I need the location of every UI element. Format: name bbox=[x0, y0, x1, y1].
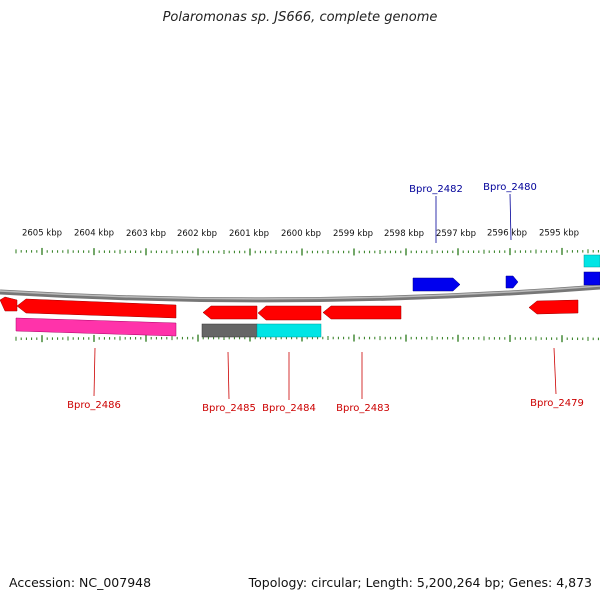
gene-bpro-2479[interactable] bbox=[528, 299, 579, 315]
ruler-label: 2596 kbp bbox=[487, 229, 527, 239]
gene-magenta-bpro-2486[interactable] bbox=[15, 317, 177, 337]
ruler-label: 2602 kbp bbox=[177, 229, 217, 239]
gene-bpro-2485[interactable] bbox=[202, 305, 258, 320]
ruler-ticks-top bbox=[15, 247, 599, 256]
gene-blue-edge[interactable] bbox=[583, 271, 600, 286]
genome-backbone bbox=[0, 284, 600, 303]
gene-bpro-2480[interactable] bbox=[505, 275, 519, 289]
ruler-label: 2603 kbp bbox=[126, 229, 166, 239]
ruler-labels: 2605 kbp 2604 kbp 2603 kbp 2602 kbp 2601 kbp… bbox=[22, 228, 579, 239]
map-title: Polaromonas sp. JS666, complete genome bbox=[162, 10, 438, 25]
gene-cyan-edge-top[interactable] bbox=[583, 254, 600, 268]
gene-red-edge-left[interactable] bbox=[0, 296, 18, 312]
label-bpro-2483[interactable]: Bpro_2483 bbox=[336, 403, 390, 414]
leader-bpro-2486 bbox=[93, 347, 96, 397]
ruler-label: 2601 kbp bbox=[229, 229, 269, 239]
accession-text: Accession: NC_007948 bbox=[9, 575, 152, 590]
ruler-label: 2604 kbp bbox=[74, 229, 114, 239]
ruler-label: 2595 kbp bbox=[539, 228, 579, 238]
gene-gray-bpro-2485[interactable] bbox=[201, 323, 258, 338]
label-bpro-2484[interactable]: Bpro_2484 bbox=[262, 403, 316, 414]
label-bpro-2480[interactable]: Bpro_2480 bbox=[483, 182, 537, 193]
ruler-label: 2600 kbp bbox=[281, 229, 321, 239]
gene-bpro-2483[interactable] bbox=[322, 305, 402, 320]
gene-bpro-2482[interactable] bbox=[412, 277, 461, 292]
ruler-label: 2605 kbp bbox=[22, 228, 62, 238]
ruler-label: 2598 kbp bbox=[384, 229, 424, 239]
genome-summary-text: Topology: circular; Length: 5,200,264 bp… bbox=[248, 575, 592, 590]
label-bpro-2486[interactable]: Bpro_2486 bbox=[67, 400, 121, 411]
ruler-ticks-bottom bbox=[15, 334, 599, 343]
gene-bpro-2484[interactable] bbox=[257, 305, 322, 321]
gene-cyan-bpro-2484[interactable] bbox=[256, 323, 322, 338]
ruler-label: 2597 kbp bbox=[436, 229, 476, 239]
leader-bpro-2480 bbox=[509, 193, 512, 241]
leader-bpro-2479 bbox=[553, 347, 557, 395]
label-bpro-2485[interactable]: Bpro_2485 bbox=[202, 403, 256, 414]
leader-bpro-2485 bbox=[227, 351, 230, 400]
gene-bpro-2486[interactable] bbox=[16, 298, 177, 319]
label-bpro-2479[interactable]: Bpro_2479 bbox=[530, 398, 584, 409]
ruler-label: 2599 kbp bbox=[333, 229, 373, 239]
genome-backbone-highlight bbox=[0, 285, 600, 300]
label-bpro-2482[interactable]: Bpro_2482 bbox=[409, 184, 463, 195]
